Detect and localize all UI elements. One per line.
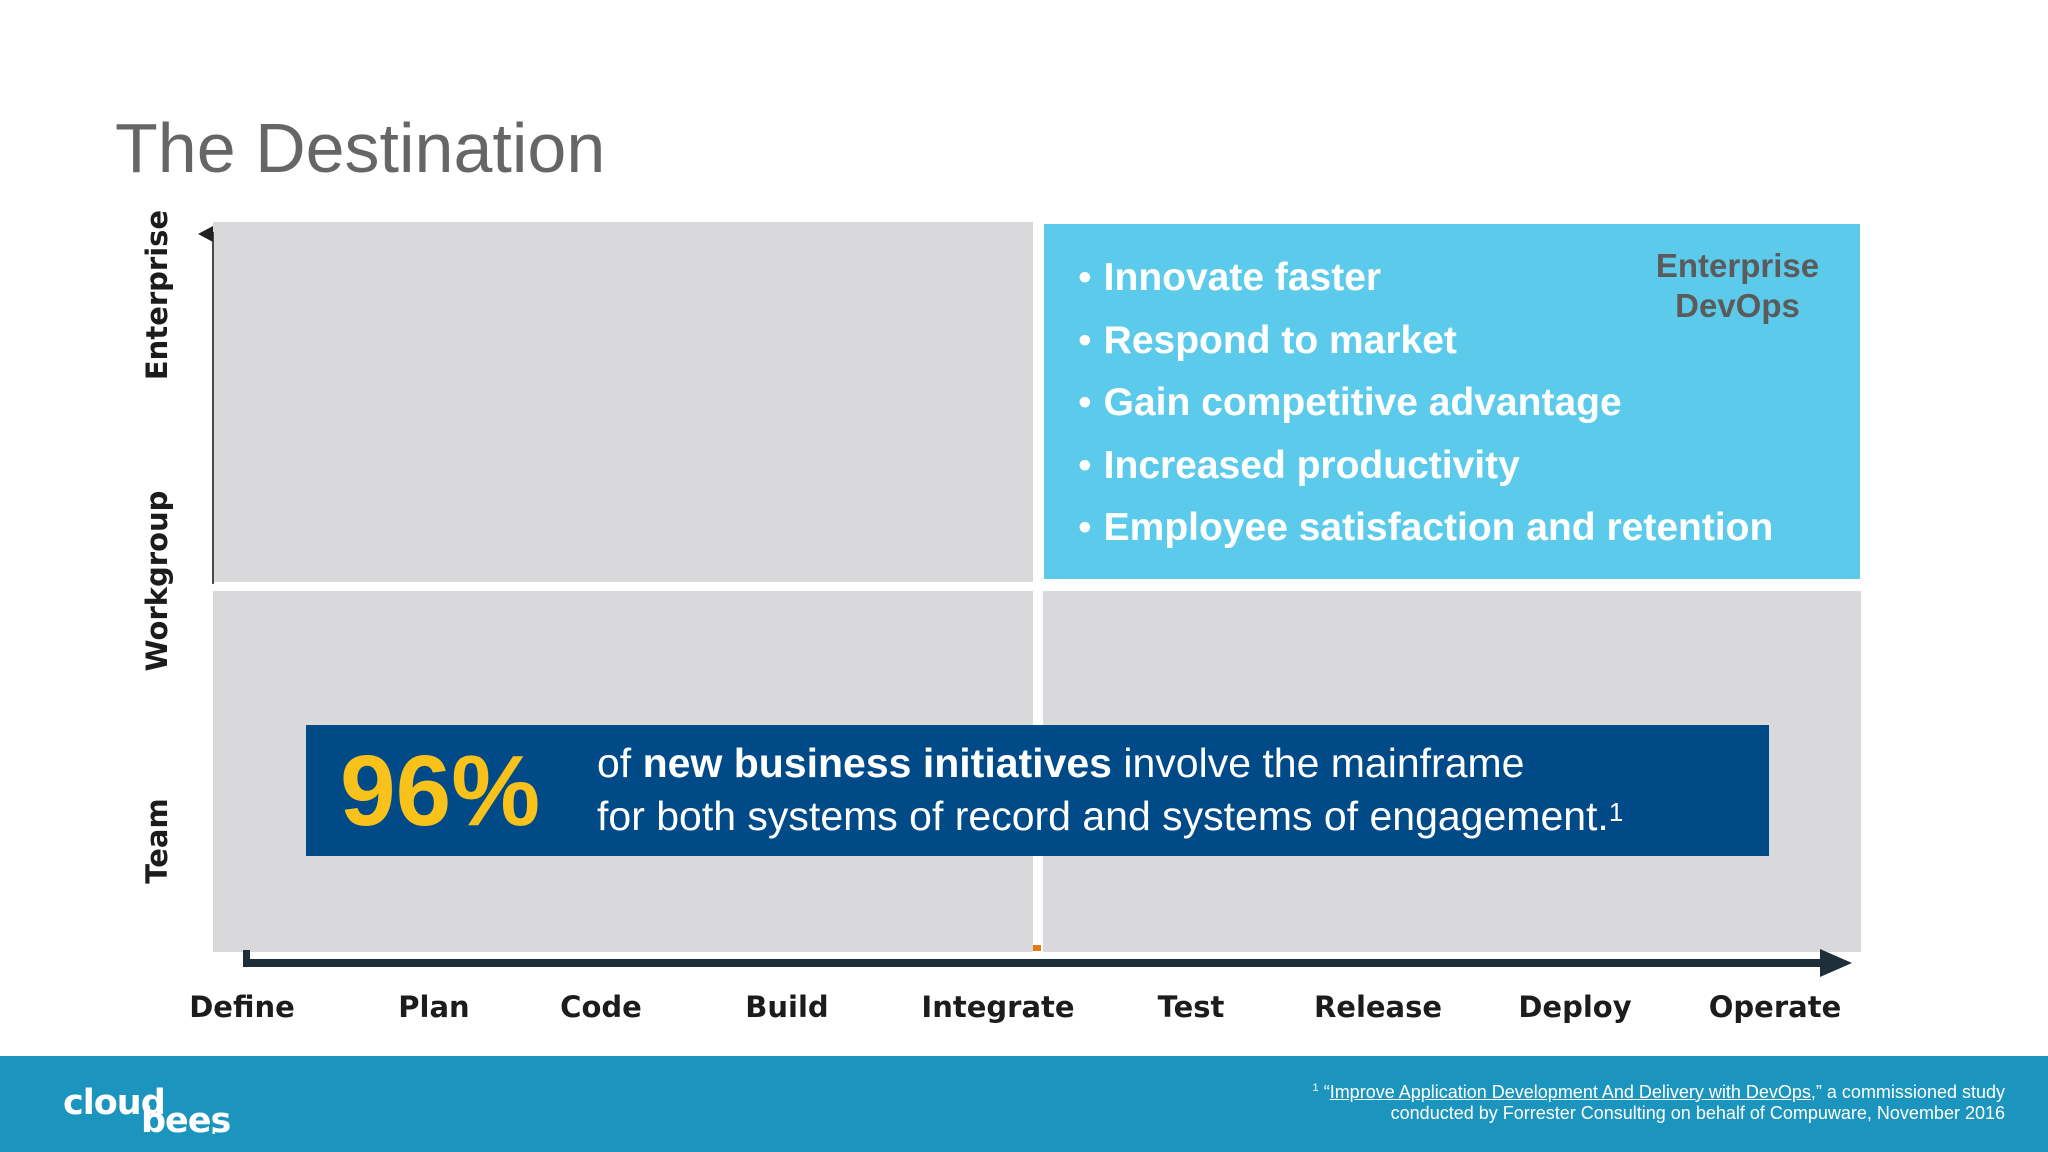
footer-bar [0,1056,2048,1152]
enterprise-devops-label: Enterprise DevOps [1655,247,1820,324]
y-axis-arrow-icon [198,226,213,242]
x-axis-label-deploy: Deploy [1518,990,1632,1024]
x-axis-start-tick [243,950,250,967]
citation-text: 1 “Improve Application Development And D… [1312,1082,2005,1123]
x-axis-label-code: Code [560,990,642,1024]
quadrant-top-left [213,222,1033,582]
benefit-item: • Gain competitive advantage [1078,381,1622,424]
quadrant-enterprise-devops [1044,224,1860,579]
benefit-item: • Increased productivity [1078,443,1520,487]
benefit-item: • Innovate faster [1078,256,1382,299]
y-axis-label-team: Team [140,798,174,884]
benefit-item: • Employee satisfaction and retention [1078,506,1774,549]
y-axis-label-workgroup: Workgroup [140,490,174,672]
x-axis-label-integrate: Integrate [921,990,1075,1024]
center-marker [1033,945,1041,951]
citation-link[interactable]: Improve Application Development And Deli… [1329,1082,1811,1102]
enterprise-devops-benefits-list: • Innovate faster • Respond to market • Gai… [1078,252,1773,565]
y-axis-label-enterprise: Enterprise [140,209,174,381]
x-axis-label-operate: Operate [1708,990,1842,1024]
benefit-item: • Respond to market [1078,318,1457,362]
x-axis-arrow-icon [1820,949,1852,977]
footnote-marker: 1 [1608,797,1624,827]
x-axis-label-test: Test [1157,990,1225,1024]
x-axis-line [243,959,1825,967]
x-axis-label-release: Release [1313,990,1443,1024]
stat-description: of new business initiatives involve the … [597,740,1624,839]
stat-number: 96% [340,735,541,847]
y-axis-line [212,232,214,584]
stat-callout-box [306,725,1769,856]
x-axis-label-plan: Plan [398,990,470,1024]
x-axis-label-build: Build [745,990,829,1024]
page-title: The Destination [115,109,606,187]
x-axis-label-define: Define [189,990,295,1024]
